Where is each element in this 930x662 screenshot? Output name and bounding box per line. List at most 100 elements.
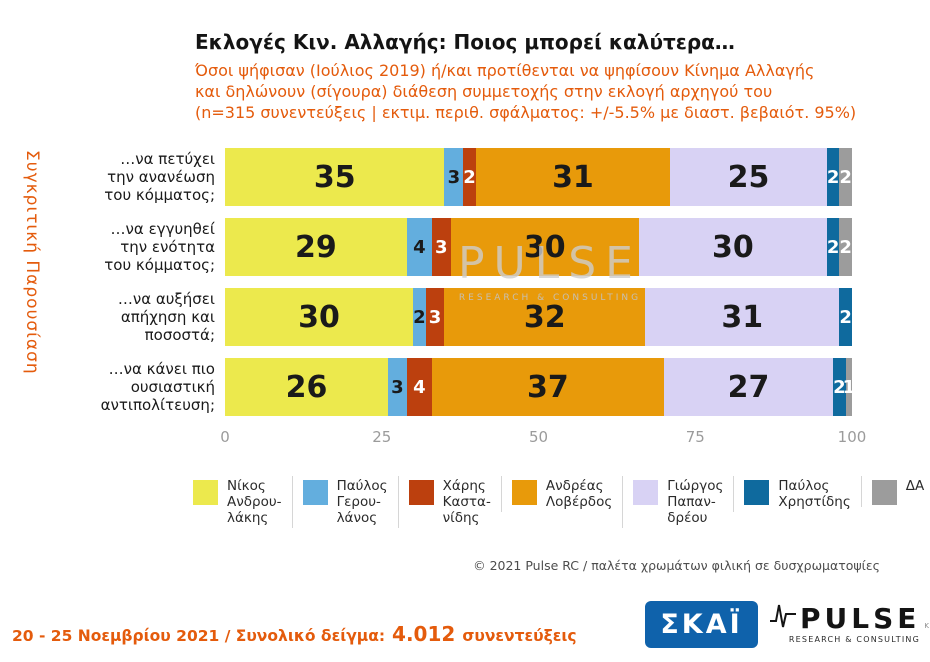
bar-value-label: 35	[313, 159, 356, 195]
bar-value-label: 30	[298, 299, 340, 335]
bar-segment: 26	[225, 358, 389, 416]
bar-segment: 30	[450, 218, 639, 276]
legend-swatch	[744, 480, 770, 505]
legend-swatch	[408, 480, 434, 505]
legend-label: Ανδρέας Λοβέρδος	[545, 478, 613, 510]
bar-segment: 31	[475, 148, 671, 206]
bar-segment: 35	[225, 148, 445, 206]
x-axis-tick: 50	[528, 428, 549, 446]
row-label: …να κάνει πιο ουσιαστική αντιπολίτευση;	[100, 360, 215, 414]
x-axis-tick: 0	[220, 428, 230, 446]
bar-segment: 2	[413, 288, 426, 346]
bar-row: …να πετύχει την ανανέωση του κόμματος; 35…	[0, 148, 852, 206]
legend-label: Παύλος Γερου- λάνος	[336, 478, 388, 526]
bar-segment: 4	[406, 218, 432, 276]
bar-segment: 3	[444, 148, 464, 206]
bar-row: …να εγγυηθεί την ενότητα του κόμματος; 29…	[0, 218, 852, 276]
x-axis: 0 25 50 75 100	[220, 428, 866, 450]
bar-value-label: 2	[826, 236, 840, 258]
bar-segment: 31	[645, 288, 840, 346]
subtitle-line-1: Όσοι ψήφισαν (Ιούλιος 2019) ή/και προτίθ…	[195, 61, 815, 80]
bar-value-label: 37	[527, 369, 569, 405]
bar-segment: 3	[431, 218, 451, 276]
bar-value-label: 1	[842, 376, 856, 398]
legend-item: Παύλος Χρηστίδης	[733, 476, 860, 512]
row-label: …να αυξήσει απήχηση και ποσοστά;	[117, 290, 215, 344]
bar-value-label: 26	[285, 369, 328, 405]
bar-segment: 29	[225, 218, 407, 276]
bar-value-label: 30	[711, 229, 754, 265]
bar-segment: 2	[833, 358, 846, 416]
legend-label: ΔΑ	[905, 478, 925, 494]
bar-segment: 3	[388, 358, 407, 416]
bar-segment: 1	[843, 358, 855, 416]
survey-date-suffix: συνεντεύξεις	[462, 627, 577, 645]
bar-segment: 30	[225, 288, 414, 346]
skai-logo-text: ΣΚΑΪ	[660, 609, 743, 640]
stacked-bar: 29 4 3 30 30 2 2	[225, 218, 852, 276]
bar-segment: 3	[425, 288, 445, 346]
legend: Νίκος Ανδρου- λάκης Παύλος Γερου- λάνος Χά…	[183, 476, 930, 528]
bar-segment: 2	[826, 218, 840, 276]
bar-segment: 25	[670, 148, 827, 206]
subtitle-line-2: και δηλώνουν (σίγουρα) διάθεση συμμετοχή…	[195, 82, 773, 101]
sample-size: 4.012	[392, 622, 456, 646]
legend-swatch	[302, 480, 328, 505]
legend-item: ΔΑ	[860, 476, 930, 507]
legend-item: Γιώργος Παπαν- δρέου	[622, 476, 733, 528]
stacked-bar: 26 3 4 37 27 2 1	[225, 358, 855, 416]
legend-item: Νίκος Ανδρου- λάκης	[183, 476, 292, 528]
bar-segment: 2	[463, 148, 476, 206]
stacked-bar-chart: …να πετύχει την ανανέωση του κόμματος; 35…	[0, 148, 855, 428]
copyright-credit: © 2021 Pulse RC / παλέτα χρωμάτων φιλική…	[473, 558, 880, 573]
legend-swatch	[871, 480, 897, 505]
legend-label: Γιώργος Παπαν- δρέου	[667, 478, 724, 526]
bar-value-label: 3	[435, 236, 448, 258]
legend-item: Χάρης Καστα- νίδης	[397, 476, 501, 528]
pulse-logo-subtext: RESEARCH & CONSULTING	[788, 635, 920, 644]
survey-date-prefix: 20 - 25 Νοεμβρίου 2021 / Συνολικό δείγμα…	[12, 627, 386, 645]
bar-row: …να κάνει πιο ουσιαστική αντιπολίτευση; 2…	[0, 358, 855, 416]
bar-value-label: 4	[413, 236, 426, 258]
bar-value-label: 2	[833, 376, 846, 398]
bar-row: …να αυξήσει απήχηση και ποσοστά; 30 2 3 32 31…	[0, 288, 852, 346]
legend-swatch	[193, 480, 218, 505]
bar-value-label: 3	[447, 166, 461, 188]
row-label: …να εγγυηθεί την ενότητα του κόμματος;	[104, 220, 215, 274]
bar-segment: 2	[839, 288, 852, 346]
legend-label: Παύλος Χρηστίδης	[778, 478, 851, 510]
legend-swatch	[633, 480, 659, 505]
subtitle-line-3: (n=315 συνεντεύξεις | εκτιμ. περιθ. σφάλ…	[195, 103, 857, 122]
bar-segment: 2	[839, 148, 852, 206]
pulse-logo-smalltext: KOSMON	[924, 622, 930, 630]
bar-value-label: 4	[413, 376, 426, 398]
bar-value-label: 2	[839, 236, 852, 258]
x-axis-tick: 75	[685, 428, 705, 446]
chart-subtitle: Όσοι ψήφισαν (Ιούλιος 2019) ή/και προτίθ…	[195, 60, 856, 123]
bar-value-label: 2	[839, 166, 852, 188]
pulse-logo-text: PULSE	[800, 602, 921, 635]
bar-value-label: 25	[727, 159, 770, 195]
x-axis-tick: 25	[372, 428, 392, 446]
stacked-bar: 30 2 3 32 31 2	[225, 288, 852, 346]
bar-value-label: 3	[391, 376, 404, 398]
bar-segment: 30	[638, 218, 827, 276]
bar-segment: 27	[663, 358, 834, 416]
bar-value-label: 2	[463, 166, 476, 188]
x-axis-tick: 100	[837, 428, 867, 446]
bar-value-label: 27	[727, 369, 770, 405]
bar-segment: 2	[839, 218, 852, 276]
bar-value-label: 3	[428, 306, 442, 328]
bar-value-label: 2	[826, 166, 840, 188]
legend-label: Χάρης Καστα- νίδης	[442, 478, 491, 526]
bar-value-label: 31	[721, 299, 764, 335]
legend-item: Παύλος Γερου- λάνος	[291, 476, 398, 528]
bar-segment: 32	[444, 288, 646, 346]
page-title: Εκλογές Κιν. Αλλαγής: Ποιος μπορεί καλύτ…	[195, 30, 735, 54]
legend-swatch	[511, 480, 537, 505]
bar-value-label: 2	[839, 306, 852, 328]
bar-value-label: 29	[295, 229, 337, 265]
skai-logo: ΣΚΑΪ	[645, 601, 758, 648]
bar-segment: 37	[431, 358, 664, 416]
